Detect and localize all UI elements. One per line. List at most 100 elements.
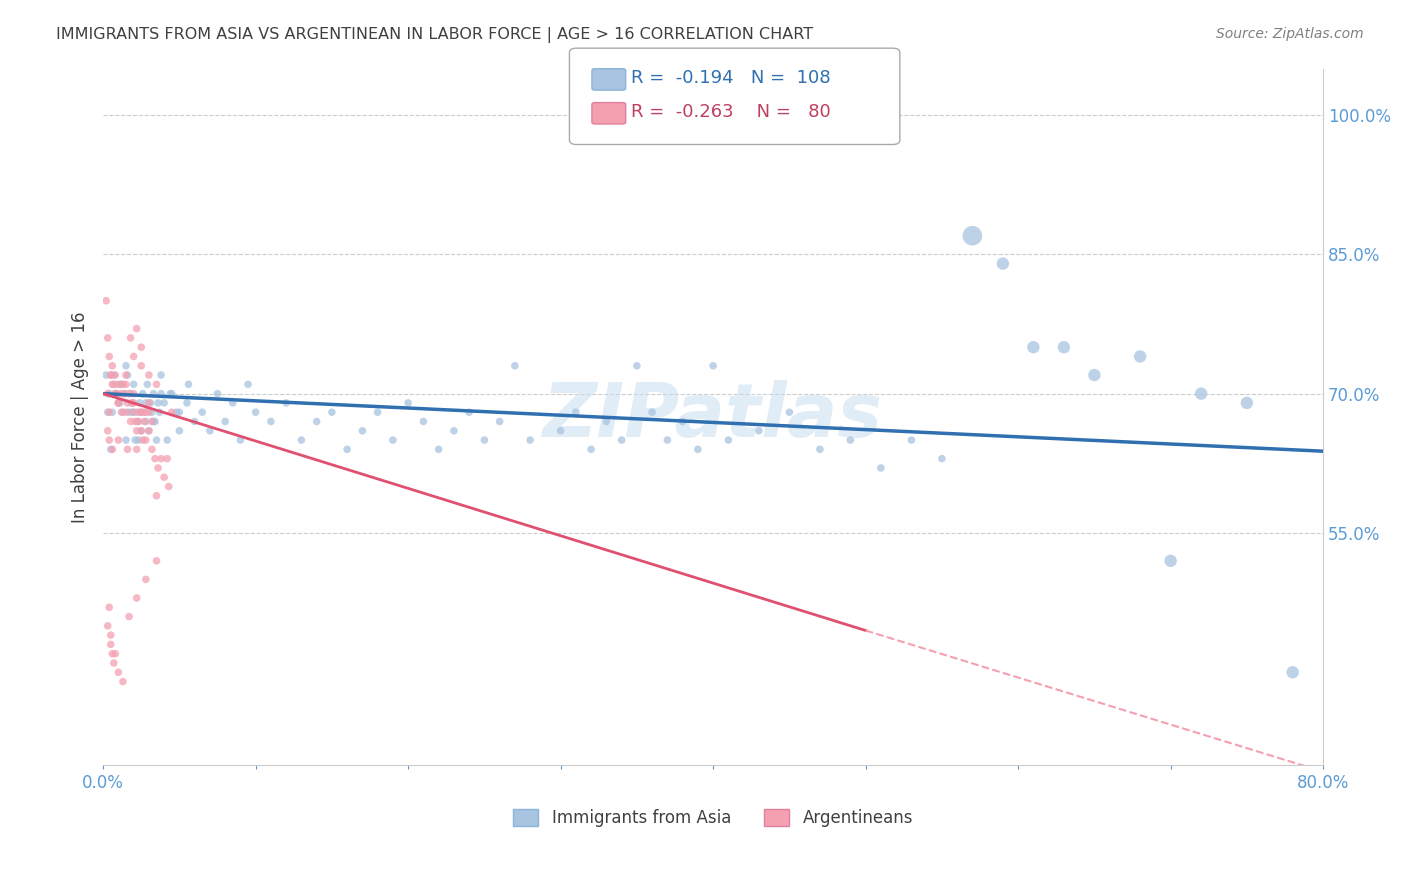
Point [118, 386, 141, 401]
Point [97, 619, 120, 633]
Point [336, 442, 359, 457]
Point [128, 405, 150, 419]
Point [1281, 665, 1303, 680]
Point [110, 386, 132, 401]
Point [229, 433, 252, 447]
Point [142, 386, 165, 401]
Point [396, 396, 419, 410]
Point [125, 442, 148, 457]
Point [117, 442, 139, 457]
Point [931, 451, 953, 466]
Point [98, 433, 121, 447]
Point [120, 386, 142, 401]
Point [503, 359, 526, 373]
Point [117, 368, 139, 382]
Point [290, 433, 312, 447]
Point [150, 368, 173, 382]
Point [97, 405, 120, 419]
Point [111, 674, 134, 689]
Point [118, 405, 141, 419]
Point [519, 433, 541, 447]
Point [156, 451, 179, 466]
Point [1160, 554, 1182, 568]
Point [101, 647, 124, 661]
Point [260, 415, 283, 429]
Point [1022, 340, 1045, 354]
Point [141, 415, 163, 429]
Point [141, 405, 163, 419]
Point [641, 405, 664, 419]
Point [808, 442, 831, 457]
Point [107, 396, 129, 410]
Point [352, 424, 374, 438]
Point [1189, 386, 1212, 401]
Point [321, 405, 343, 419]
Point [98, 405, 121, 419]
Point [100, 368, 122, 382]
Point [145, 554, 167, 568]
Point [146, 461, 169, 475]
Point [104, 386, 127, 401]
Point [839, 433, 862, 447]
Point [657, 433, 679, 447]
Point [107, 433, 129, 447]
Point [124, 433, 146, 447]
Point [138, 396, 160, 410]
Point [121, 396, 143, 410]
Y-axis label: In Labor Force | Age > 16: In Labor Force | Age > 16 [72, 311, 89, 523]
Point [143, 451, 166, 466]
Point [672, 415, 695, 429]
Point [107, 396, 129, 410]
Point [207, 386, 229, 401]
Point [1053, 340, 1076, 354]
Point [160, 405, 183, 419]
Point [177, 377, 200, 392]
Point [748, 424, 770, 438]
Point [132, 386, 155, 401]
Point [138, 405, 160, 419]
Point [101, 442, 124, 457]
Point [165, 405, 187, 419]
Point [1236, 396, 1258, 410]
Point [157, 479, 180, 493]
Point [305, 415, 328, 429]
Point [159, 386, 181, 401]
Point [100, 442, 122, 457]
Point [160, 386, 183, 401]
Point [702, 359, 724, 373]
Point [135, 433, 157, 447]
Point [610, 433, 633, 447]
Point [104, 386, 127, 401]
Point [129, 405, 152, 419]
Point [236, 377, 259, 392]
Point [122, 377, 145, 392]
Point [150, 386, 173, 401]
Point [132, 433, 155, 447]
Point [381, 433, 404, 447]
Point [103, 368, 125, 382]
Point [135, 396, 157, 410]
Point [125, 424, 148, 438]
Point [111, 377, 134, 392]
Point [108, 377, 131, 392]
Point [686, 442, 709, 457]
Point [105, 386, 128, 401]
Point [900, 433, 922, 447]
Point [153, 396, 176, 410]
Legend: Immigrants from Asia, Argentineans: Immigrants from Asia, Argentineans [506, 802, 920, 833]
Point [111, 405, 134, 419]
Point [150, 451, 173, 466]
Point [222, 396, 245, 410]
Point [98, 386, 121, 401]
Point [1083, 368, 1105, 382]
Point [427, 442, 450, 457]
Point [135, 415, 157, 429]
Point [183, 415, 205, 429]
Point [565, 405, 588, 419]
Point [96, 368, 118, 382]
Point [97, 424, 120, 438]
Point [127, 433, 149, 447]
Point [100, 628, 122, 642]
Point [114, 386, 136, 401]
Point [367, 405, 389, 419]
